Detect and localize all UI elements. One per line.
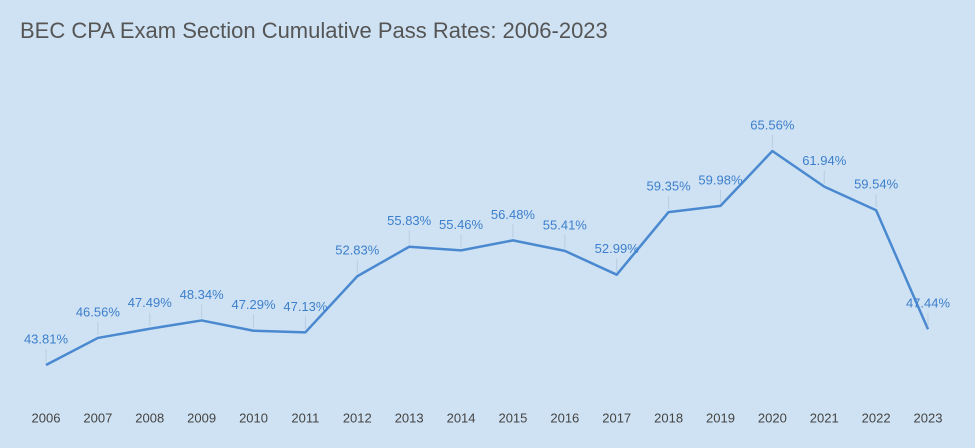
value-label: 59.98% bbox=[698, 172, 743, 187]
line bbox=[45, 149, 930, 367]
x-tick-label: 2014 bbox=[447, 410, 476, 425]
chart-title: BEC CPA Exam Section Cumulative Pass Rat… bbox=[20, 18, 608, 43]
value-label: 55.83% bbox=[387, 213, 432, 228]
x-tick-label: 2010 bbox=[239, 410, 268, 425]
x-tick-label: 2013 bbox=[395, 410, 424, 425]
x-tick-label: 2011 bbox=[291, 410, 319, 425]
value-label: 52.83% bbox=[335, 243, 380, 258]
value-label: 48.34% bbox=[180, 287, 225, 302]
value-label: 65.56% bbox=[750, 117, 795, 132]
x-tick-label: 2022 bbox=[862, 410, 891, 425]
x-tick-label: 2023 bbox=[914, 410, 943, 425]
x-tick-label: 2006 bbox=[32, 410, 61, 425]
value-label: 56.48% bbox=[491, 207, 536, 222]
x-tick-label: 2012 bbox=[343, 410, 372, 425]
value-label: 52.99% bbox=[595, 241, 640, 256]
value-label: 43.81% bbox=[24, 331, 69, 346]
x-tick-label: 2018 bbox=[654, 410, 683, 425]
value-label: 61.94% bbox=[802, 153, 847, 168]
x-tick-label: 2015 bbox=[498, 410, 527, 425]
x-tick-label: 2017 bbox=[602, 410, 631, 425]
value-label: 47.44% bbox=[906, 296, 951, 311]
x-tick-label: 2019 bbox=[706, 410, 735, 425]
x-tick-label: 2009 bbox=[187, 410, 216, 425]
value-label: 46.56% bbox=[76, 304, 121, 319]
value-label: 47.13% bbox=[283, 299, 328, 314]
x-tick-label: 2021 bbox=[810, 410, 839, 425]
x-tick-label: 2008 bbox=[135, 410, 164, 425]
x-tick-label: 2007 bbox=[83, 410, 112, 425]
value-label: 59.54% bbox=[854, 177, 899, 192]
value-label: 55.41% bbox=[543, 217, 588, 232]
x-tick-label: 2020 bbox=[758, 410, 787, 425]
value-label: 47.49% bbox=[128, 295, 173, 310]
value-label: 55.46% bbox=[439, 217, 484, 232]
x-tick-label: 2016 bbox=[550, 410, 579, 425]
value-label: 59.35% bbox=[647, 179, 692, 194]
value-label: 47.29% bbox=[231, 297, 276, 312]
